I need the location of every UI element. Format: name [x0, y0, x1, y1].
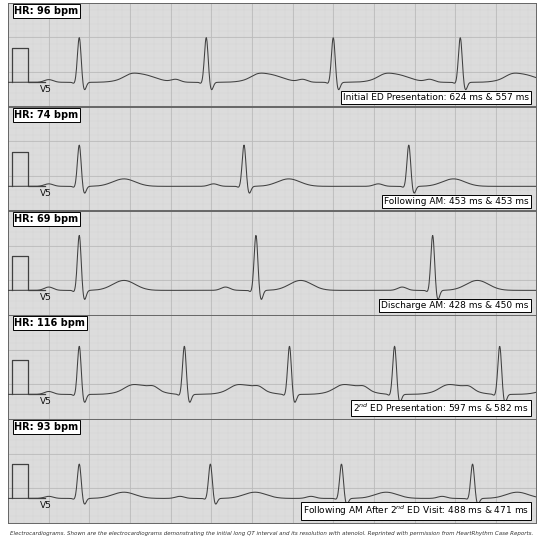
- Text: Following AM: 453 ms & 453 ms: Following AM: 453 ms & 453 ms: [384, 197, 528, 206]
- Text: Following AM After 2$^{nd}$ ED Visit: 488 ms & 471 ms: Following AM After 2$^{nd}$ ED Visit: 48…: [302, 504, 528, 519]
- Text: HR: 96 bpm: HR: 96 bpm: [15, 6, 79, 16]
- Text: V5: V5: [40, 293, 52, 302]
- Text: HR: 116 bpm: HR: 116 bpm: [15, 318, 85, 328]
- Text: V5: V5: [40, 501, 52, 510]
- Text: HR: 93 bpm: HR: 93 bpm: [15, 422, 79, 432]
- Text: 2$^{nd}$ ED Presentation: 597 ms & 582 ms: 2$^{nd}$ ED Presentation: 597 ms & 582 m…: [352, 402, 528, 414]
- Text: V5: V5: [40, 85, 52, 94]
- Text: V5: V5: [40, 397, 52, 406]
- Text: Initial ED Presentation: 624 ms & 557 ms: Initial ED Presentation: 624 ms & 557 ms: [343, 93, 528, 102]
- Text: Discharge AM: 428 ms & 450 ms: Discharge AM: 428 ms & 450 ms: [381, 301, 528, 310]
- Text: Electrocardiograms. Shown are the electrocardiograms demonstrating the initial l: Electrocardiograms. Shown are the electr…: [10, 531, 533, 536]
- Text: HR: 74 bpm: HR: 74 bpm: [15, 110, 79, 120]
- Text: V5: V5: [40, 189, 52, 198]
- Text: HR: 69 bpm: HR: 69 bpm: [15, 214, 79, 224]
